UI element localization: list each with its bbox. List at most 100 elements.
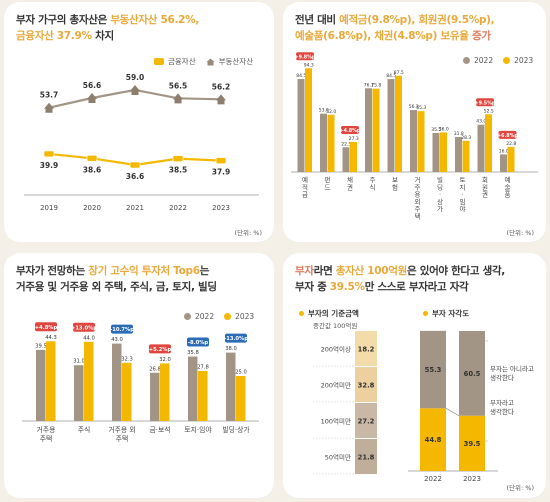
criteria-segment [355, 367, 377, 402]
bar-2023 [84, 341, 94, 421]
x-tick-label: 2022 [169, 204, 187, 212]
bar-2023 [462, 140, 470, 172]
house-marker [173, 93, 183, 104]
bar-chart-rich-criteria: 18.2 200억이상 32.8 200억미만 27.2 100억미만 21.8 50억미만 4… [313, 330, 498, 483]
money-marker [43, 150, 55, 158]
bar-2023 [327, 114, 335, 172]
bar-2022 [188, 356, 198, 421]
line-chart-assets: 2019 2020 2021 2022 2023 53.7 56.6 59.0 56.5 56.2… [24, 73, 259, 212]
panel1-unit: (단위: %) [234, 229, 262, 237]
data-label: 94.3 [304, 62, 314, 68]
criteria-subtitle: 부자의 기준금액 [299, 308, 359, 319]
bar-not-rich [459, 331, 485, 416]
panel4-title: 부자라면 총자산 100억원은 있어야 한다고 생각, 부자 중 39.5%만 … [295, 265, 505, 293]
data-label: 53.0 [319, 108, 329, 114]
bullet-icon [299, 311, 304, 316]
x-tick-label: 2019 [40, 204, 58, 212]
data-label: 39.5 [464, 440, 481, 448]
data-label: 43.0 [111, 337, 123, 343]
data-label: 39.9 [40, 161, 59, 170]
bar-2022 [500, 154, 507, 172]
bar-2022 [365, 88, 372, 172]
data-label: 44.3 [45, 335, 57, 341]
data-label: 53.7 [40, 91, 59, 100]
house-marker [216, 94, 226, 105]
change-badge-text: -10.7%p [110, 327, 134, 333]
x-tick-label: 2020 [83, 204, 101, 212]
change-badge-text: +9.8%p [295, 54, 316, 60]
change-badge-text: +5.2%p [149, 347, 172, 353]
bar-2023 [417, 111, 425, 172]
data-label: 35.5 [431, 127, 441, 133]
change-badge-text: -13.0%p [224, 336, 248, 342]
change-badge [73, 322, 95, 332]
data-label: 52.0 [326, 109, 336, 115]
criteria-segment [355, 439, 377, 474]
data-label: 59.0 [126, 73, 145, 82]
criteria-label: 200억미만 [321, 381, 351, 390]
change-badge [149, 344, 171, 354]
bar-2023 [440, 132, 447, 172]
legend-dot-2023 [503, 57, 511, 64]
data-label: 32.3 [121, 356, 133, 362]
x-tick-label: 주택 [116, 434, 129, 443]
bar-2023 [395, 75, 402, 172]
criteria-label: 50억미만 [325, 453, 351, 462]
label-not-rich: 부자는 아니라고 생각한다 [490, 365, 534, 382]
x-tick-label: 거주용 외 [108, 425, 135, 434]
data-label: 27.8 [197, 364, 209, 370]
money-marker [172, 155, 184, 162]
criteria-label: 100억미만 [321, 417, 351, 426]
legend-dot-2022 [184, 313, 191, 320]
change-badge [341, 125, 359, 134]
panel1-title: 부자 가구의 총자산은 부동산자산 56.2%, 금융자산 37.9% 차지 [16, 14, 200, 42]
change-badge-text: +13.0%p [71, 325, 97, 331]
criteria-label: 200억이상 [321, 345, 351, 354]
data-label: 56.2 [212, 82, 231, 91]
bar-2023 [198, 370, 208, 421]
data-label: 56.5 [169, 81, 188, 90]
bar-2022 [410, 110, 417, 172]
legend-dot-2023 [224, 313, 232, 320]
data-label: 56.3 [409, 104, 419, 110]
data-label: 75.8 [371, 83, 381, 89]
panel-rich-criteria: 부자라면 총자산 100억원은 있어야 한다고 생각, 부자 중 39.5%만 … [283, 253, 546, 498]
data-label: 25.0 [235, 370, 247, 376]
x-tick-label: 금·보석 [150, 425, 171, 434]
change-badge-text: +9.5%p [475, 100, 496, 106]
data-label: 55.3 [425, 366, 442, 374]
money-marker [86, 154, 98, 162]
money-marker [215, 157, 227, 164]
x-tick-label: 주택 [40, 434, 53, 443]
data-label: 22.8 [506, 141, 516, 147]
x-tick-label: 빌딩·상가 [222, 425, 250, 434]
data-label: 84.5 [386, 73, 396, 79]
bar-rich [420, 408, 446, 471]
data-label: 43.0 [476, 119, 486, 125]
bar-2022 [297, 79, 305, 172]
bar-chart-holding: 84.5 94.3 +9.8%p 예 적 금 53.052.0 펀 드 22.527.3 +4.8%… [291, 52, 538, 221]
change-badge-text: -8.0%p [188, 340, 209, 346]
bar-2022 [150, 372, 160, 421]
data-label: 31.0 [73, 359, 85, 365]
panel2-title: 전년 대비 예적금(9.8%p), 회원권(9.5%p), 예술품(6.8%p)… [295, 14, 495, 42]
data-label: 36.6 [126, 172, 145, 181]
data-label: 37.9 [212, 168, 231, 177]
bar-2022 [477, 124, 485, 172]
change-badge-text: +4.8%p [35, 325, 58, 331]
bar-2023 [350, 141, 357, 172]
data-label: 56.6 [83, 81, 102, 90]
data-label: 28.3 [461, 135, 471, 141]
data-label: 44.0 [83, 335, 95, 341]
panel3-title: 부자가 전망하는 장기 고수익 투자처 Top6는 거주용 및 거주용 외 주택… [16, 265, 217, 293]
change-badge [111, 324, 133, 334]
data-label: 39.5 [35, 343, 47, 349]
bar-2022 [112, 343, 122, 421]
data-label: 26.8 [149, 366, 161, 372]
